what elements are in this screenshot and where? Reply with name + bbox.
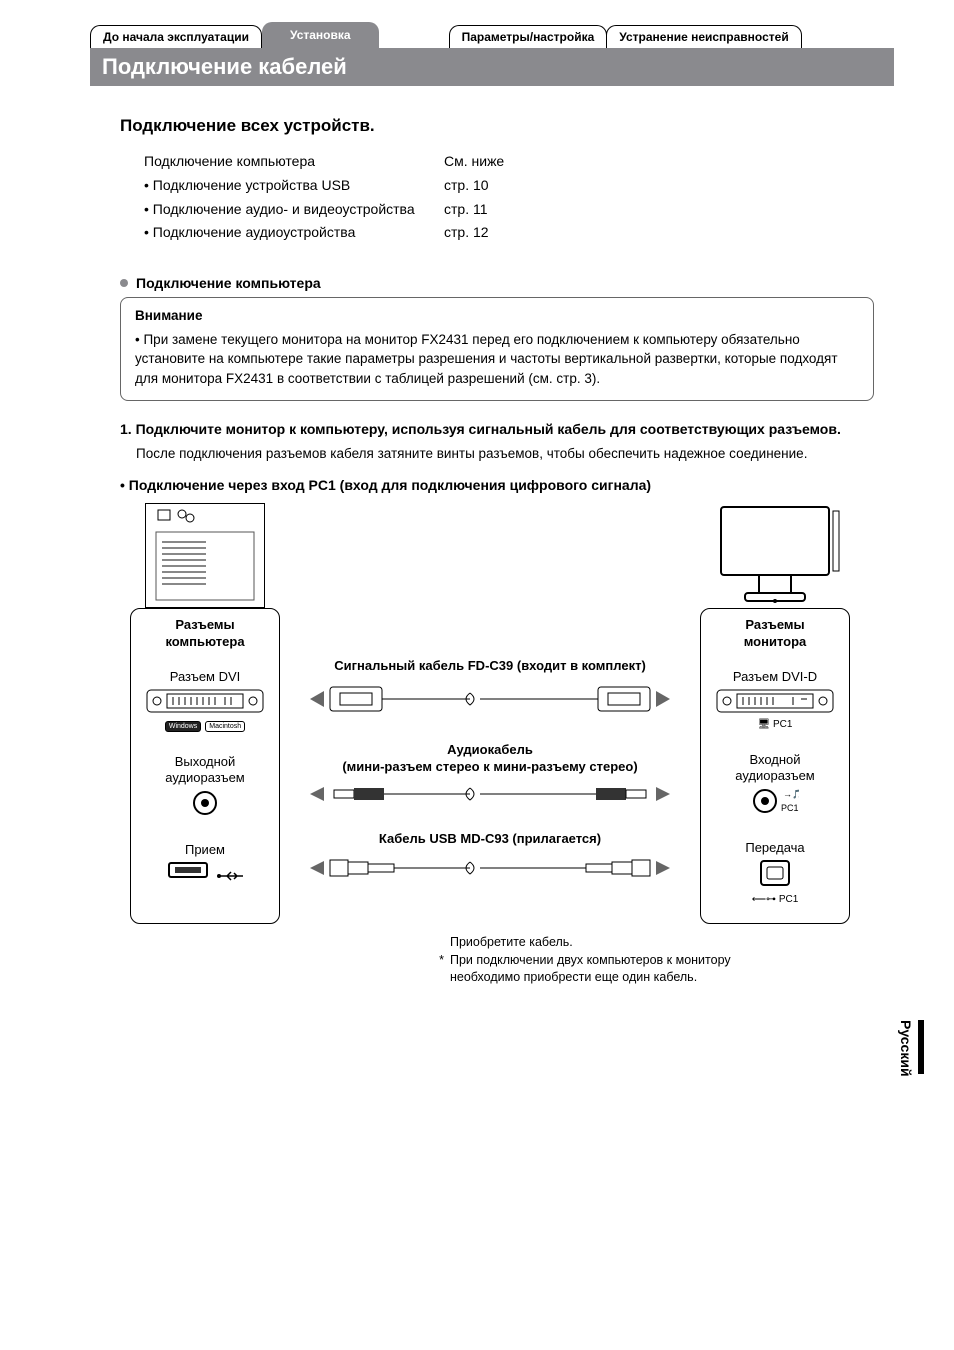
usb-left-label: Прием: [137, 842, 273, 857]
audio-port-left: Выходной аудиоразъем: [137, 754, 273, 820]
audio-cable-label-a: Аудиокабель: [288, 742, 692, 759]
bullet-icon: [120, 279, 128, 287]
dvi-pc1-label: PC1: [773, 719, 792, 730]
step-1: 1. Подключите монитор к компьютеру, испо…: [120, 419, 874, 439]
os-badge-mac: Macintosh: [205, 721, 245, 732]
monitor-ports-title: Разъемы монитора: [707, 617, 843, 651]
signal-cable-label: Сигнальный кабель FD-C39 (входит в компл…: [288, 658, 692, 675]
conn-row-3-ref: стр. 12: [444, 221, 524, 245]
attention-title: Внимание: [135, 306, 859, 326]
tab-install[interactable]: Установка: [262, 22, 379, 48]
dvi-port-left: Разъем DVI Windows Macintosh: [137, 669, 273, 732]
attention-body: • При замене текущего монитора на монито…: [135, 330, 859, 389]
dvi-right-label: Разъем DVI-D: [707, 669, 843, 684]
svg-text:PC1: PC1: [781, 803, 799, 813]
usb-cable-label: Кабель USB MD-C93 (прилагается): [288, 831, 692, 848]
conn-row-0-label: Подключение компьютера: [144, 150, 444, 174]
tab-troubleshoot[interactable]: Устранение неисправностей: [606, 25, 801, 48]
section-heading: Подключение всех устройств.: [120, 116, 874, 136]
cables-column: Сигнальный кабель FD-C39 (входит в компл…: [280, 608, 700, 924]
os-badge-windows: Windows: [165, 721, 201, 732]
tab-before-use[interactable]: До начала эксплуатации: [90, 25, 262, 48]
computer-illustration: [145, 503, 265, 608]
dvi-left-label: Разъем DVI: [137, 669, 273, 684]
footnotes: Приобретите кабель. *При подключении дву…: [430, 934, 850, 987]
footnote-1: Приобретите кабель.: [450, 935, 573, 949]
footnote-2: При подключении двух компьютеров к монит…: [450, 952, 770, 987]
audio-cable-label-b: (мини-разъем стерео к мини-разъему стере…: [288, 759, 692, 776]
usb-port-right: Передача ⟵⊶ PC1: [707, 840, 843, 905]
subsection-connect-pc: Подключение компьютера: [120, 275, 874, 291]
language-tab-bar: [918, 1020, 924, 1074]
subsection-label: Подключение компьютера: [136, 275, 321, 291]
pc1-subhead: • Подключение через вход PC1 (вход для п…: [120, 477, 874, 493]
computer-ports-title: Разъемы компьютера: [137, 617, 273, 651]
asterisk-icon: *: [430, 952, 444, 987]
conn-row-1-label: • Подключение устройства USB: [144, 174, 444, 198]
connection-diagram: Разъемы компьютера Разъем DVI Windows Ma…: [130, 503, 850, 986]
audio-left-label: Выходной аудиоразъем: [137, 754, 273, 785]
page-title: Подключение кабелей: [90, 48, 894, 86]
monitor-ports-column: Разъемы монитора Разъем DVI-D 🖥 PC1 Вход…: [700, 608, 850, 924]
tab-settings[interactable]: Параметры/настройка: [449, 25, 608, 48]
step-1-body: После подключения разъемов кабеля затяни…: [136, 444, 874, 464]
conn-row-2-label: • Подключение аудио- и видеоустройства: [144, 198, 444, 222]
monitor-illustration: [715, 503, 835, 608]
usb-pc1-label: PC1: [779, 894, 798, 905]
conn-row-1-ref: стр. 10: [444, 174, 524, 198]
audio-port-right: Входной аудиоразъем →🎵 PC1: [707, 752, 843, 818]
dvi-port-right: Разъем DVI-D 🖥 PC1: [707, 669, 843, 730]
svg-text:→🎵: →🎵: [783, 789, 799, 799]
audio-cable-row: Аудиокабель (мини-разъем стерео к мини-р…: [288, 742, 692, 823]
attention-box: Внимание • При замене текущего монитора …: [120, 297, 874, 401]
conn-row-2-ref: стр. 11: [444, 198, 524, 222]
conn-row-0-ref: См. ниже: [444, 150, 524, 174]
computer-ports-column: Разъемы компьютера Разъем DVI Windows Ma…: [130, 608, 280, 924]
connection-list: Подключение компьютераСм. ниже • Подключ…: [144, 150, 874, 245]
signal-cable-row: Сигнальный кабель FD-C39 (входит в компл…: [288, 658, 692, 734]
audio-right-label: Входной аудиоразъем: [707, 752, 843, 783]
usb-port-left: Прием: [137, 842, 273, 886]
usb-right-label: Передача: [707, 840, 843, 855]
tab-bar: До начала эксплуатации Установка Парамет…: [90, 20, 894, 48]
language-tab: Русский: [898, 1020, 914, 1077]
conn-row-3-label: • Подключение аудиоустройства: [144, 221, 444, 245]
usb-cable-row: Кабель USB MD-C93 (прилагается): [288, 831, 692, 899]
